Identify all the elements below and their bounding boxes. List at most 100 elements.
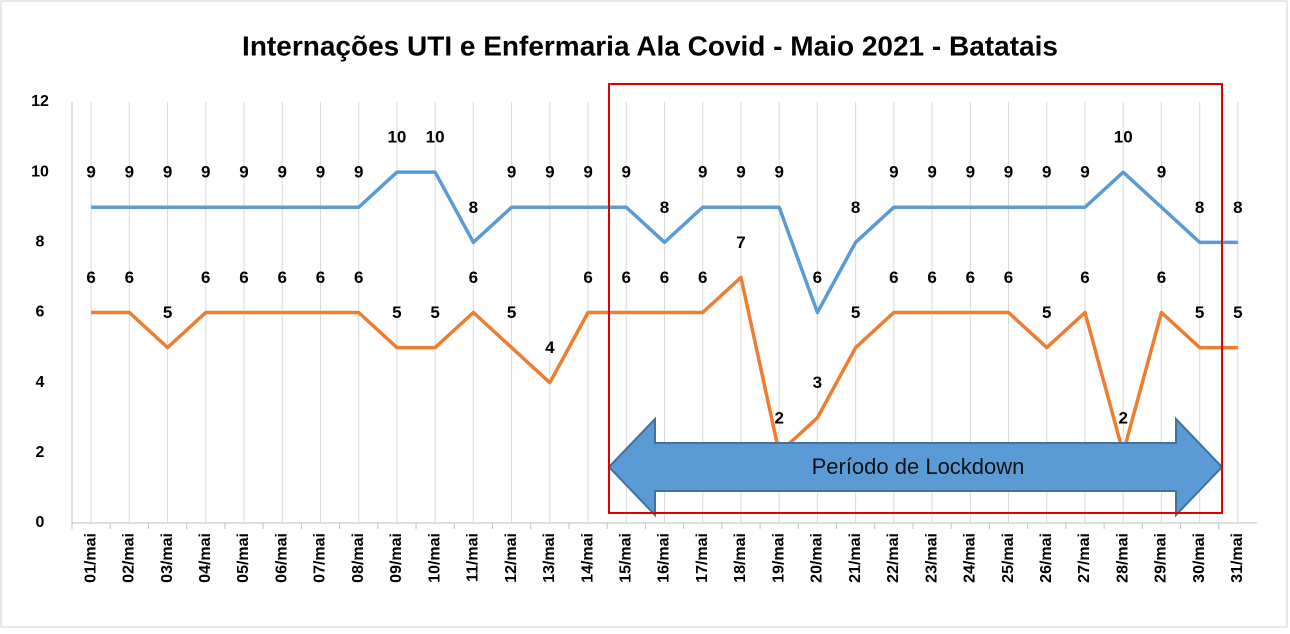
data-label: 9: [583, 163, 592, 182]
data-label: 9: [125, 163, 134, 182]
data-label: 6: [278, 268, 287, 287]
x-tick-label: 05/mai: [235, 533, 252, 583]
x-tick-label: 11/mai: [465, 533, 482, 582]
data-label: 9: [86, 163, 95, 182]
x-tick-label: 01/mai: [82, 533, 99, 583]
x-tick-label: 24/mai: [962, 533, 979, 583]
data-label: 9: [163, 163, 172, 182]
x-tick-label: 19/mai: [770, 533, 787, 583]
data-label: 6: [889, 268, 898, 287]
x-tick-label: 07/mai: [312, 533, 329, 583]
data-label: 2: [774, 408, 783, 427]
x-tick-label: 18/mai: [732, 533, 749, 583]
data-label: 2: [1118, 408, 1127, 427]
data-label: 4: [545, 338, 555, 357]
data-label: 9: [507, 163, 516, 182]
data-label: 6: [1004, 268, 1013, 287]
x-tick-label: 06/mai: [273, 533, 290, 583]
lockdown-box: [608, 83, 1223, 514]
data-label: 5: [851, 303, 860, 322]
data-label: 6: [966, 268, 975, 287]
y-tick-label: 2: [36, 444, 45, 461]
y-tick-label: 8: [36, 234, 45, 251]
data-label: 10: [426, 128, 445, 147]
x-tick-label: 20/mai: [809, 533, 826, 583]
y-tick-label: 10: [31, 163, 49, 180]
data-label: 9: [774, 163, 783, 182]
x-tick-label: 04/mai: [197, 533, 214, 583]
annotation: Período de Lockdown: [812, 454, 1025, 479]
x-tick-label: 16/mai: [656, 533, 673, 583]
data-label: 6: [354, 268, 363, 287]
x-tick-label: 15/mai: [617, 533, 634, 583]
data-label: 9: [278, 163, 287, 182]
data-label: 9: [1157, 163, 1166, 182]
x-tick-label: 31/mai: [1229, 533, 1246, 583]
x-tick-label: 12/mai: [503, 533, 520, 583]
data-label: 9: [622, 163, 631, 182]
x-tick-label: 26/mai: [1038, 533, 1055, 583]
data-label: 6: [201, 268, 210, 287]
data-label: 6: [86, 268, 95, 287]
x-tick-label: 14/mai: [579, 533, 596, 583]
y-tick-label: 4: [36, 374, 45, 391]
series-line: [91, 275, 1238, 455]
x-tick-label: 29/mai: [1153, 533, 1170, 583]
data-label: 5: [163, 303, 172, 322]
x-tick-label: 17/mai: [694, 533, 711, 583]
data-label: 9: [1004, 163, 1013, 182]
x-tick-label: 23/mai: [923, 533, 940, 583]
data-label: 8: [660, 198, 669, 217]
x-tick-label: 28/mai: [1114, 533, 1131, 583]
x-tick-label: 03/mai: [159, 533, 176, 583]
x-tick-label: 27/mai: [1076, 533, 1093, 583]
data-label: 9: [545, 163, 554, 182]
data-label: 6: [583, 268, 592, 287]
x-tick-label: 02/mai: [121, 533, 138, 583]
data-label: 5: [1195, 303, 1204, 322]
x-tick-label: 10/mai: [426, 533, 443, 583]
data-label: 9: [316, 163, 325, 182]
data-label: 6: [316, 268, 325, 287]
x-tick-label: 13/mai: [541, 533, 558, 583]
data-label: 8: [1233, 198, 1242, 217]
x-tick-label: 08/mai: [350, 533, 367, 583]
data-label: 9: [1080, 163, 1089, 182]
data-label: 9: [1042, 163, 1051, 182]
data-label: 9: [239, 163, 248, 182]
x-tick-label: 21/mai: [847, 533, 864, 583]
data-label: 5: [507, 303, 516, 322]
x-tick-label: 22/mai: [885, 533, 902, 583]
data-label: 5: [392, 303, 401, 322]
data-label: 9: [354, 163, 363, 182]
y-tick-label: 12: [31, 93, 49, 110]
data-label: 5: [1233, 303, 1242, 322]
data-label: 9: [966, 163, 975, 182]
data-label: 5: [430, 303, 439, 322]
data-label: 6: [698, 268, 707, 287]
data-label: 6: [239, 268, 248, 287]
data-label: 9: [201, 163, 210, 182]
data-label: 6: [660, 268, 669, 287]
data-label: 8: [469, 198, 478, 217]
data-label: 6: [927, 268, 936, 287]
data-label: 3: [813, 373, 822, 392]
data-label: 9: [736, 163, 745, 182]
data-label: 6: [1080, 268, 1089, 287]
series-line: [91, 170, 1238, 315]
data-label: 5: [1042, 303, 1051, 322]
x-tick-label: 30/mai: [1191, 533, 1208, 583]
x-tick-label: 09/mai: [388, 533, 405, 583]
data-label: 10: [387, 128, 406, 147]
data-label: 6: [813, 268, 822, 287]
chart-title: Internações UTI e Enfermaria Ala Covid -…: [242, 30, 1058, 61]
data-label: 6: [469, 268, 478, 287]
data-label: 6: [1157, 268, 1166, 287]
data-label: 9: [927, 163, 936, 182]
data-label: 8: [851, 198, 860, 217]
y-tick-label: 0: [36, 514, 45, 531]
x-tick-label: 25/mai: [1000, 533, 1017, 583]
data-label: 8: [1195, 198, 1204, 217]
data-label: 10: [1114, 128, 1133, 147]
